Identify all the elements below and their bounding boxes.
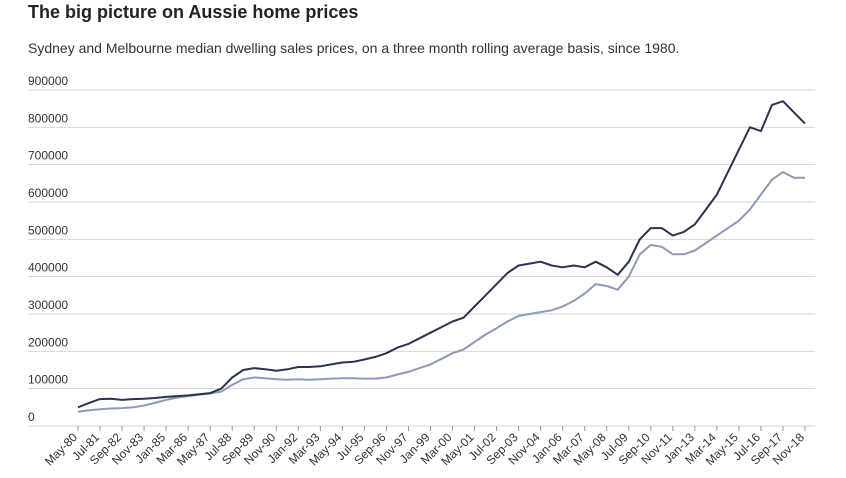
chart-subtitle: Sydney and Melbourne median dwelling sal…	[28, 40, 679, 56]
series-line	[77, 171, 805, 413]
y-tick-label: 500000	[28, 223, 68, 237]
chart-title: The big picture on Aussie home prices	[28, 2, 358, 22]
y-tick-label: 600000	[28, 186, 68, 200]
y-tick-label: 0	[28, 410, 35, 424]
y-tick-label: 900000	[28, 74, 68, 88]
y-tick-label: 800000	[28, 111, 68, 125]
y-tick-label: 700000	[28, 149, 68, 163]
y-tick-label: 300000	[28, 298, 68, 312]
y-tick-label: 200000	[28, 335, 68, 349]
y-tick-label: 400000	[28, 261, 68, 275]
y-tick-label: 100000	[28, 373, 68, 387]
series-line	[77, 100, 806, 409]
